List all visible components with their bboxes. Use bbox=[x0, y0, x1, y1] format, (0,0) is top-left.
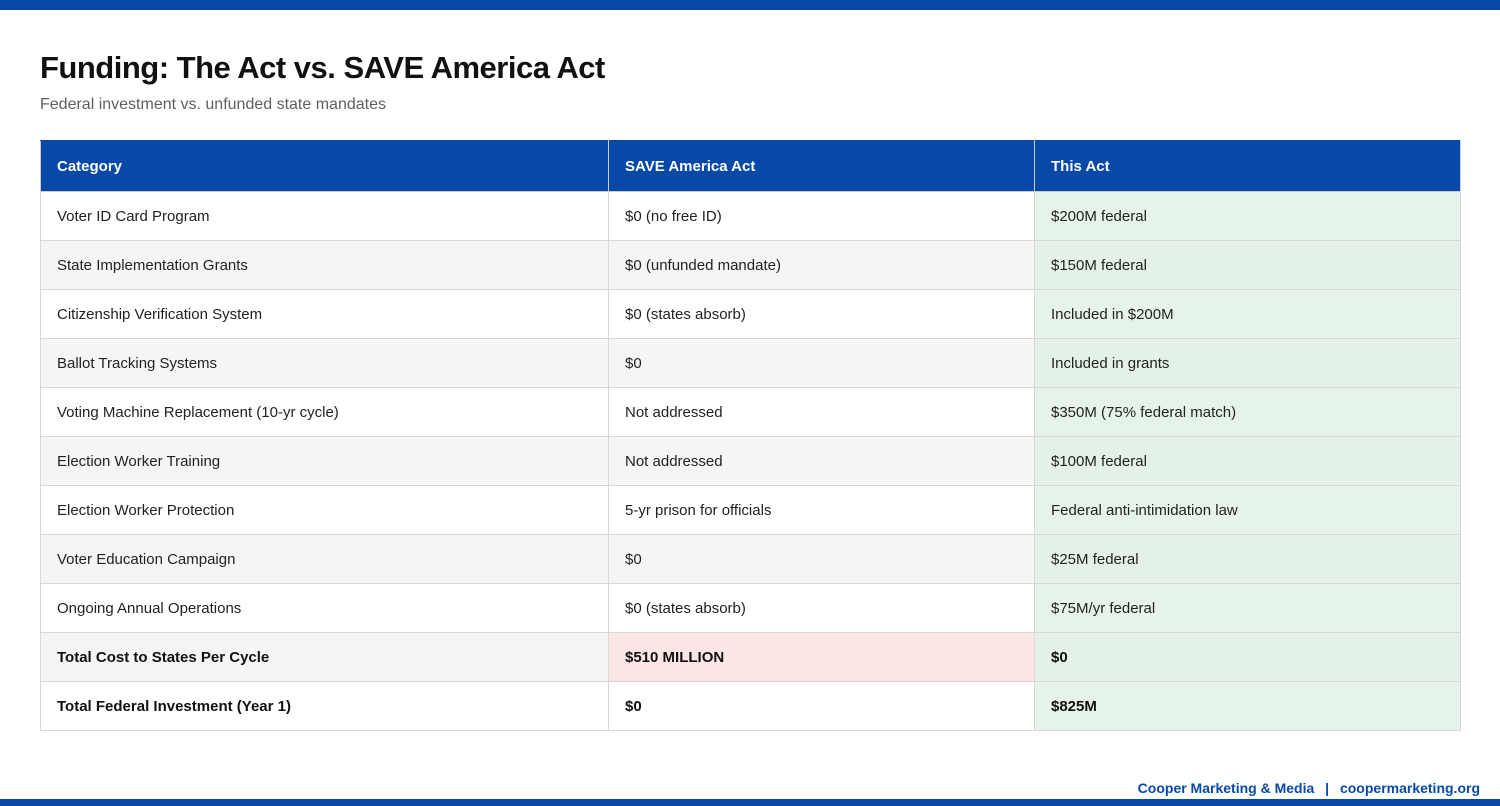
this-act-cell: $200M federal bbox=[1034, 191, 1461, 241]
category-cell: State Implementation Grants bbox=[40, 240, 609, 290]
page-subtitle: Federal investment vs. unfunded state ma… bbox=[40, 96, 386, 113]
save-america-act-cell: $0 bbox=[608, 534, 1035, 584]
table-row: Voting Machine Replacement (10-yr cycle)… bbox=[40, 387, 1461, 437]
column-header-this-act: This Act bbox=[1034, 140, 1461, 192]
save-america-act-cell: $0 (states absorb) bbox=[608, 583, 1035, 633]
save-america-act-cell: 5-yr prison for officials bbox=[608, 485, 1035, 535]
column-header-save-america-act: SAVE America Act bbox=[608, 140, 1035, 192]
save-america-act-cell: $510 MILLION bbox=[608, 632, 1035, 682]
this-act-cell: $150M federal bbox=[1034, 240, 1461, 290]
table-row: Election Worker Protection 5-yr prison fo… bbox=[40, 485, 1461, 535]
table-body: Voter ID Card Program $0 (no free ID) $200… bbox=[40, 191, 1461, 731]
category-cell: Total Federal Investment (Year 1) bbox=[40, 681, 609, 731]
category-cell: Voter Education Campaign bbox=[40, 534, 609, 584]
bottom-accent-bar bbox=[0, 799, 1500, 806]
footer-url: coopermarketing.org bbox=[1339, 780, 1480, 796]
footer-brand: Cooper Marketing & Media bbox=[1137, 780, 1315, 796]
table-row: Voter ID Card Program $0 (no free ID) $200… bbox=[40, 191, 1461, 241]
category-cell: Voting Machine Replacement (10-yr cycle) bbox=[40, 387, 609, 437]
footer: Cooper Marketing & Media | coopermarketi… bbox=[1138, 780, 1480, 796]
save-america-act-cell: $0 (no free ID) bbox=[608, 191, 1035, 241]
category-cell: Ballot Tracking Systems bbox=[40, 338, 609, 388]
this-act-cell: Included in $200M bbox=[1034, 289, 1461, 339]
column-header-category: Category bbox=[40, 140, 609, 192]
this-act-cell: $350M (75% federal match) bbox=[1034, 387, 1461, 437]
this-act-cell: $25M federal bbox=[1034, 534, 1461, 584]
save-america-act-cell: $0 bbox=[608, 338, 1035, 388]
this-act-cell: Federal anti-intimidation law bbox=[1034, 485, 1461, 535]
table-row: Voter Education Campaign $0 $25M federal bbox=[40, 534, 1461, 584]
table-row: Total Cost to States Per Cycle $510 MILLI… bbox=[40, 632, 1461, 682]
footer-separator: | bbox=[1325, 780, 1330, 796]
this-act-cell: $825M bbox=[1034, 681, 1461, 731]
funding-comparison-table: Category SAVE America Act This Act Voter… bbox=[40, 140, 1461, 731]
save-america-act-cell: Not addressed bbox=[608, 387, 1035, 437]
table-header-row: Category SAVE America Act This Act bbox=[40, 140, 1461, 192]
table-row: State Implementation Grants $0 (unfunded … bbox=[40, 240, 1461, 290]
this-act-cell: $100M federal bbox=[1034, 436, 1461, 486]
table-row: Citizenship Verification System $0 (state… bbox=[40, 289, 1461, 339]
table-row: Total Federal Investment (Year 1) $0 $825M bbox=[40, 681, 1461, 731]
category-cell: Total Cost to States Per Cycle bbox=[40, 632, 609, 682]
save-america-act-cell: $0 bbox=[608, 681, 1035, 731]
category-cell: Voter ID Card Program bbox=[40, 191, 609, 241]
category-cell: Citizenship Verification System bbox=[40, 289, 609, 339]
page-title: Funding: The Act vs. SAVE America Act bbox=[40, 50, 605, 85]
category-cell: Ongoing Annual Operations bbox=[40, 583, 609, 633]
this-act-cell: Included in grants bbox=[1034, 338, 1461, 388]
top-accent-bar bbox=[0, 0, 1500, 10]
table-row: Ongoing Annual Operations $0 (states abso… bbox=[40, 583, 1461, 633]
table-row: Election Worker Training Not addressed $10… bbox=[40, 436, 1461, 486]
table-row: Ballot Tracking Systems $0 Included in gra… bbox=[40, 338, 1461, 388]
this-act-cell: $75M/yr federal bbox=[1034, 583, 1461, 633]
this-act-cell: $0 bbox=[1034, 632, 1461, 682]
save-america-act-cell: $0 (states absorb) bbox=[608, 289, 1035, 339]
save-america-act-cell: Not addressed bbox=[608, 436, 1035, 486]
category-cell: Election Worker Protection bbox=[40, 485, 609, 535]
save-america-act-cell: $0 (unfunded mandate) bbox=[608, 240, 1035, 290]
category-cell: Election Worker Training bbox=[40, 436, 609, 486]
